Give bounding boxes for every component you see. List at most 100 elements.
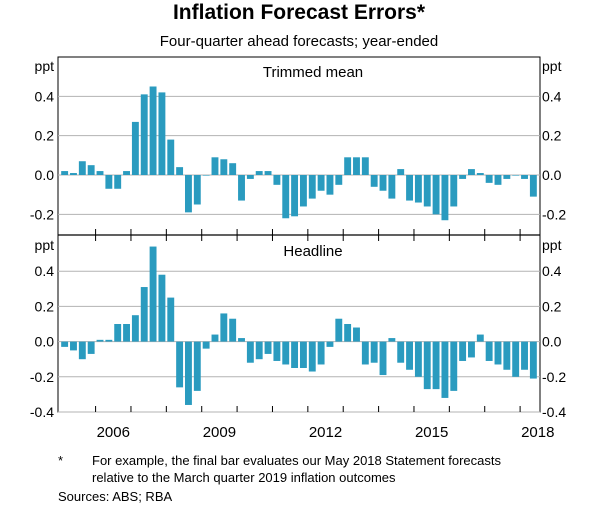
bar	[282, 341, 290, 365]
chart-subtitle: Four-quarter ahead forecasts; year-ended	[159, 33, 439, 50]
y-tick-label-right: 0.4	[542, 263, 562, 279]
bar	[158, 274, 166, 342]
bar	[299, 341, 307, 368]
unit-label-right: ppt	[542, 58, 562, 74]
bar	[397, 341, 405, 363]
y-tick-label-left: -0.4	[30, 404, 54, 420]
bar	[291, 175, 299, 217]
y-tick-label-left: 0.4	[35, 263, 55, 279]
bar	[529, 341, 537, 379]
bar	[229, 163, 237, 175]
y-tick-label-right: 0.0	[542, 334, 562, 350]
bar	[450, 341, 458, 391]
bar	[167, 297, 175, 342]
bar	[485, 341, 493, 361]
bar	[70, 173, 77, 175]
chart-title: Inflation Forecast Errors*	[172, 1, 426, 24]
y-tick-label-left: 0.2	[35, 128, 55, 144]
bar	[529, 175, 537, 197]
bar	[158, 92, 166, 175]
bar	[423, 341, 431, 390]
bar	[414, 341, 422, 377]
bar	[326, 175, 334, 195]
bar	[441, 341, 449, 398]
bar	[459, 341, 467, 361]
bar	[273, 175, 281, 185]
bar	[255, 171, 263, 175]
bar	[114, 175, 122, 189]
bar	[512, 341, 520, 377]
bar	[220, 313, 228, 342]
bar	[353, 327, 360, 342]
bar	[273, 341, 281, 361]
bar	[96, 339, 104, 342]
bar	[485, 175, 493, 183]
y-tick-label-left: 0.0	[35, 334, 55, 350]
bar	[468, 169, 475, 175]
bar	[503, 341, 511, 370]
y-tick-label-right: 0.2	[542, 128, 562, 144]
bar	[335, 175, 343, 185]
y-tick-label-left: -0.2	[30, 369, 54, 385]
bar	[406, 175, 413, 201]
bar	[308, 175, 316, 199]
sources-note: Sources: ABS; RBA	[58, 489, 173, 504]
bar	[211, 334, 219, 342]
bar	[503, 175, 511, 179]
bar	[149, 246, 157, 342]
bar	[264, 341, 272, 354]
bar	[353, 157, 360, 175]
bar	[61, 171, 69, 175]
bar	[255, 341, 263, 360]
bar	[211, 157, 219, 175]
bar	[185, 341, 192, 405]
y-tick-label-right: -0.2	[542, 206, 566, 222]
bar	[388, 338, 396, 342]
footnote-marker: *	[58, 453, 64, 468]
bar	[220, 159, 228, 175]
bar	[61, 341, 69, 347]
bar	[176, 341, 184, 388]
bar	[78, 161, 86, 175]
bar	[114, 324, 122, 342]
bar	[361, 341, 369, 365]
bar	[176, 167, 184, 175]
footnote-text: For example, the final bar evaluates our…	[92, 453, 501, 485]
y-tick-label-right: -0.2	[542, 369, 566, 385]
bar	[379, 175, 387, 191]
y-tick-label-left: 0.2	[35, 298, 55, 314]
bar	[317, 341, 325, 365]
panel-title: Headline	[283, 243, 342, 260]
bar	[521, 175, 528, 179]
bar	[105, 339, 113, 342]
x-tick-label: 2015	[415, 424, 448, 441]
bar	[335, 318, 343, 342]
bar	[406, 341, 413, 370]
bar	[105, 175, 113, 189]
bar	[123, 171, 130, 175]
y-tick-label-left: 0.0	[35, 167, 55, 183]
bar	[87, 165, 95, 175]
bar	[414, 175, 422, 203]
bar	[521, 341, 528, 370]
bar	[246, 341, 254, 363]
bar	[131, 121, 139, 175]
bar	[140, 94, 148, 175]
y-tick-label-right: 0.4	[542, 88, 562, 104]
bar	[468, 341, 475, 358]
bar	[282, 175, 290, 219]
bar	[193, 175, 201, 205]
unit-label-right: ppt	[542, 237, 562, 253]
bar	[185, 175, 192, 213]
y-tick-label-left: -0.2	[30, 206, 54, 222]
bar	[432, 175, 440, 215]
bar	[512, 175, 520, 176]
bar	[202, 175, 210, 176]
bar	[308, 341, 316, 372]
bar	[326, 341, 334, 347]
bar	[423, 175, 431, 207]
bar	[238, 338, 245, 342]
bar	[370, 175, 378, 187]
bar	[140, 287, 148, 342]
